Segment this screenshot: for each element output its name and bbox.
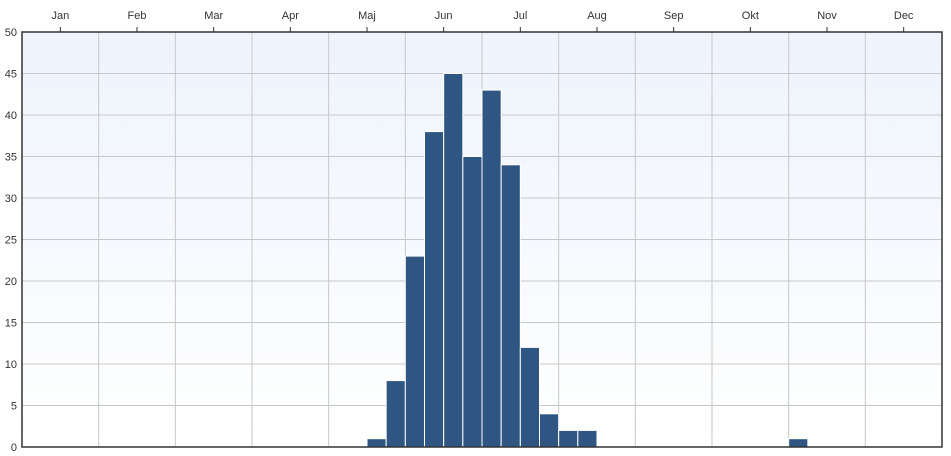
y-tick-label: 50 — [5, 27, 17, 39]
bar-series — [366, 73, 809, 448]
x-tick-label: Jun — [435, 10, 453, 22]
bar — [577, 429, 598, 448]
x-tick-label: Nov — [817, 10, 837, 22]
bar — [385, 380, 406, 448]
bar — [539, 413, 560, 448]
y-tick-label: 35 — [5, 152, 17, 164]
x-tick-label: Okt — [742, 10, 759, 22]
x-tick-label: Aug — [587, 10, 607, 22]
plot-frame — [21, 31, 943, 448]
bar — [558, 429, 579, 448]
x-tick-label: Mar — [204, 10, 223, 22]
bar — [519, 346, 540, 448]
y-tick-label: 5 — [11, 401, 17, 413]
x-axis-ticks: Jan Feb Mar Apr Maj Jun Jul Aug Sep Okt Nov Dec — [51, 10, 914, 32]
x-tick-label: Jan — [51, 10, 69, 22]
y-tick-label: 45 — [5, 69, 17, 81]
bar — [462, 156, 483, 448]
y-tick-label: 25 — [5, 235, 17, 247]
x-tick-label: Dec — [894, 10, 914, 22]
x-tick-label: Maj — [358, 10, 376, 22]
bar — [424, 131, 445, 448]
x-tick-label: Jul — [513, 10, 527, 22]
x-tick-label: Apr — [282, 10, 299, 22]
bar — [788, 438, 809, 448]
y-tick-label: 10 — [5, 359, 17, 371]
y-tick-label: 0 — [11, 442, 17, 454]
y-tick-label: 40 — [5, 110, 17, 122]
x-tick-label: Feb — [128, 10, 147, 22]
bar — [500, 164, 521, 448]
bar — [481, 89, 502, 448]
y-axis-ticks: 0 5 10 15 20 25 30 35 40 45 50 — [5, 27, 17, 454]
bar — [366, 438, 387, 448]
y-tick-label: 30 — [5, 193, 17, 205]
y-tick-label: 20 — [5, 276, 17, 288]
x-tick-label: Sep — [664, 10, 684, 22]
bar — [404, 255, 426, 448]
y-tick-label: 15 — [5, 318, 17, 330]
bar — [443, 73, 464, 448]
